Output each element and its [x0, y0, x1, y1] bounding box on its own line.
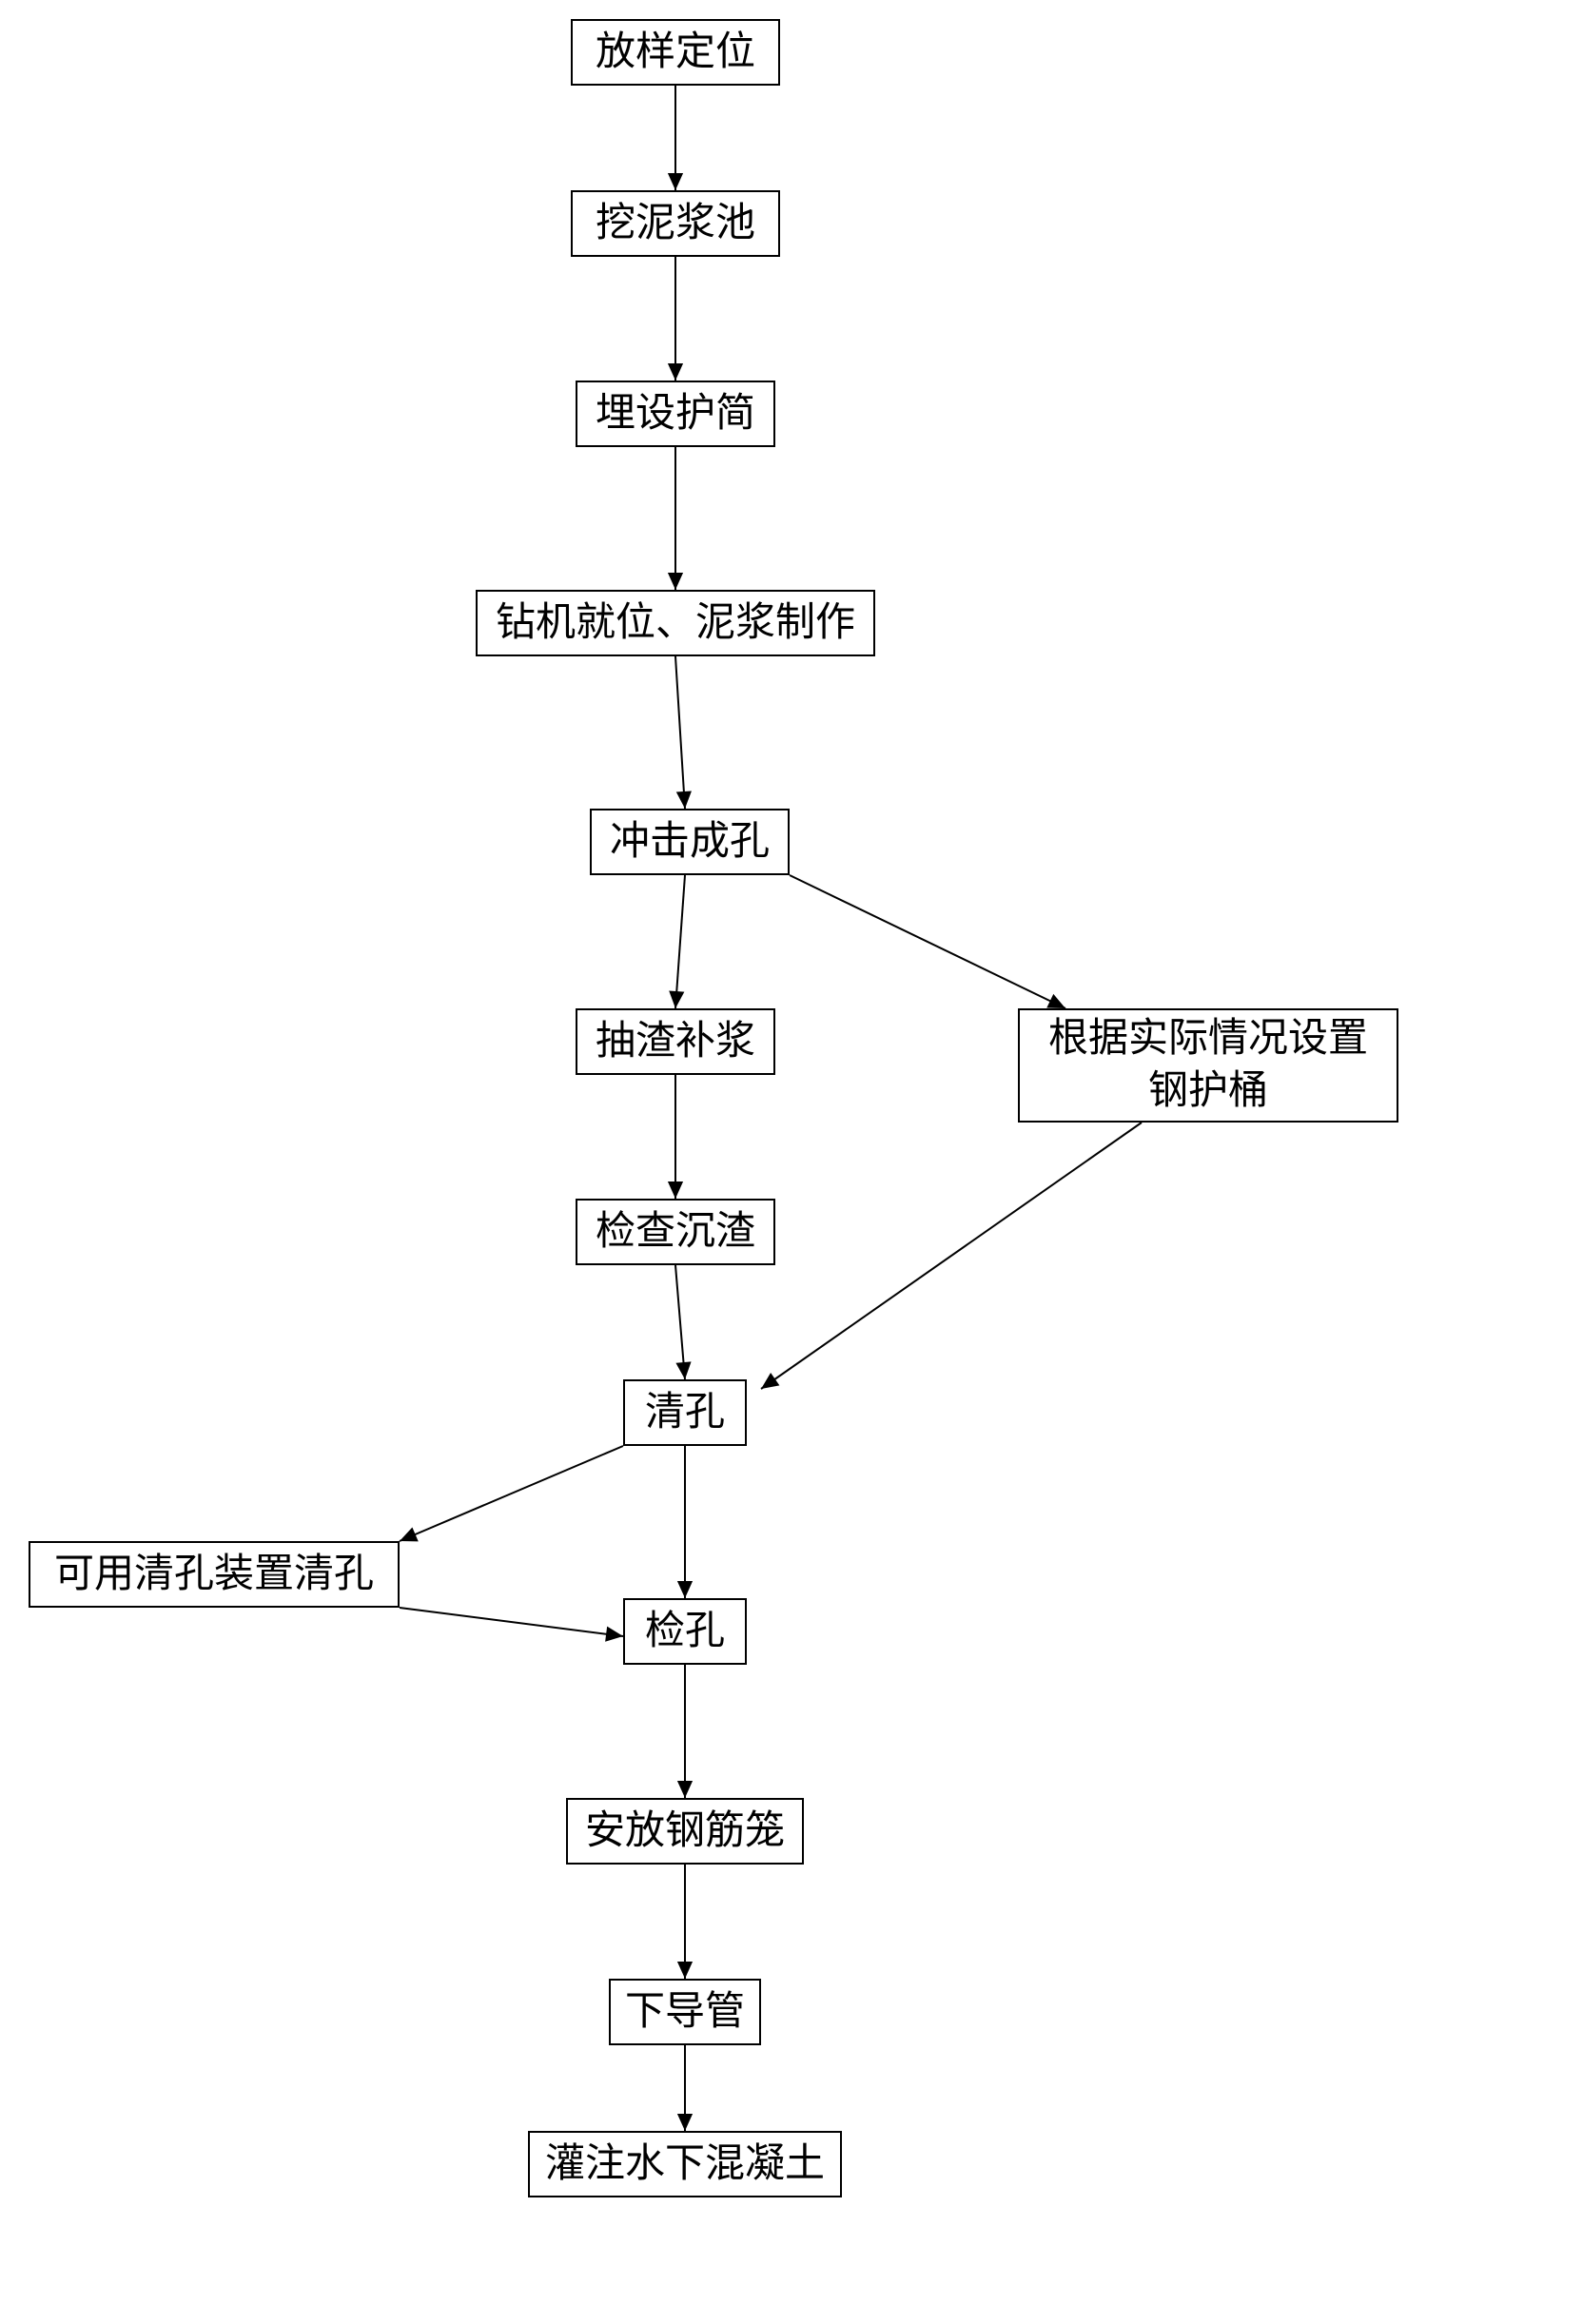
- arrowhead-icon: [677, 1781, 693, 1798]
- flowchart-node-label: 根据实际情况设置 钢护桶: [1048, 1013, 1368, 1117]
- flowchart-node: 检孔: [623, 1598, 747, 1665]
- flowchart-node: 钻机就位、泥浆制作: [476, 590, 875, 656]
- flowchart-node-label: 检孔: [645, 1606, 725, 1658]
- arrowhead-icon: [1046, 994, 1065, 1008]
- flowchart-node-label: 钻机就位、泥浆制作: [496, 597, 855, 650]
- flowchart-edge: [761, 1123, 1142, 1389]
- flowchart-node: 清孔: [623, 1379, 747, 1446]
- arrowhead-icon: [668, 173, 683, 190]
- flowchart-node-label: 下导管: [625, 1986, 745, 2039]
- flowchart-node: 挖泥浆池: [571, 190, 780, 257]
- flowchart-node: 冲击成孔: [590, 809, 790, 875]
- flowchart-node: 下导管: [609, 1979, 761, 2045]
- arrowhead-icon: [668, 363, 683, 381]
- flowchart-node-label: 灌注水下混凝土: [545, 2138, 825, 2191]
- flowchart-edge: [675, 656, 685, 809]
- flowchart-node-label: 埋设护简: [596, 388, 755, 440]
- arrowhead-icon: [677, 1581, 693, 1598]
- flowchart-node-label: 安放钢筋笼: [585, 1806, 785, 1858]
- arrowhead-icon: [761, 1373, 779, 1389]
- flowchart-edges: [0, 0, 1583, 2324]
- flowchart-node-label: 抽渣补浆: [596, 1016, 755, 1068]
- flowchart-edge: [675, 1265, 685, 1379]
- flowchart-node: 检查沉渣: [576, 1199, 775, 1265]
- arrowhead-icon: [675, 1361, 691, 1379]
- flowchart-node-label: 可用清孔装置清孔: [54, 1549, 374, 1601]
- flowchart-node-label: 放样定位: [596, 27, 755, 79]
- arrowhead-icon: [676, 791, 692, 809]
- flowchart-node: 可用清孔装置清孔: [29, 1541, 400, 1608]
- flowchart-node: 灌注水下混凝土: [528, 2131, 842, 2197]
- flowchart-node-label: 冲击成孔: [610, 816, 770, 869]
- arrowhead-icon: [668, 573, 683, 590]
- arrowhead-icon: [400, 1527, 419, 1541]
- flowchart-node-label: 清孔: [645, 1387, 725, 1439]
- flowchart-node: 抽渣补浆: [576, 1008, 775, 1075]
- flowchart-node-label: 挖泥浆池: [596, 198, 755, 250]
- flowchart-node: 根据实际情况设置 钢护桶: [1018, 1008, 1398, 1123]
- arrowhead-icon: [677, 2114, 693, 2131]
- arrowhead-icon: [668, 1182, 683, 1199]
- flowchart-edge: [400, 1608, 623, 1636]
- arrowhead-icon: [605, 1627, 623, 1642]
- flowchart-edge: [790, 875, 1065, 1008]
- flowchart-node: 埋设护简: [576, 381, 775, 447]
- flowchart-node: 安放钢筋笼: [566, 1798, 804, 1865]
- arrowhead-icon: [669, 990, 684, 1008]
- arrowhead-icon: [677, 1962, 693, 1979]
- flowchart-node: 放样定位: [571, 19, 780, 86]
- flowchart-node-label: 检查沉渣: [596, 1206, 755, 1259]
- flowchart-edge: [675, 875, 685, 1008]
- flowchart-edge: [400, 1446, 623, 1541]
